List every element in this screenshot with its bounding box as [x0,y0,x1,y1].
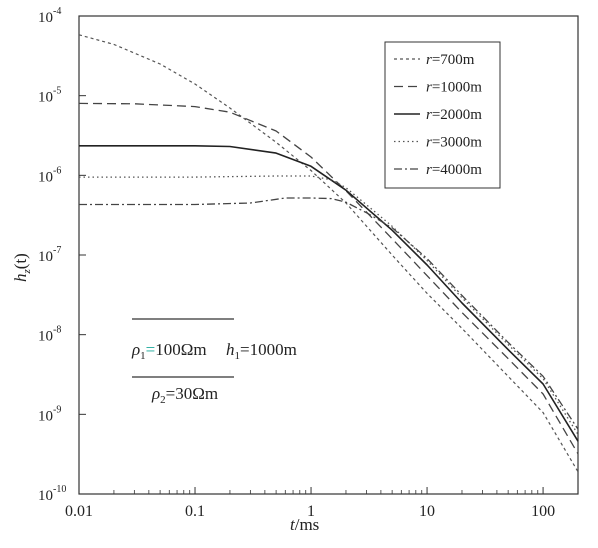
y-tick-label: 10-4 [38,6,61,26]
x-tick-label: 10 [419,503,435,520]
y-axis-ticks: 10-10 10-9 10-8 10-7 10-6 10-5 10-4 [38,6,86,504]
series-line-1 [78,34,579,473]
series-line-2 [78,102,579,455]
y-tick-label: 10-5 [38,86,61,106]
legend-label: r=1000m [426,80,482,96]
y-axis-label: hz(t) [11,253,33,282]
series-lines [78,34,579,473]
legend-label: r=2000m [426,107,482,123]
x-tick-label: 0.01 [65,503,93,520]
y-tick-label: 10-7 [38,245,61,265]
x-tick-label: 1 [307,503,315,520]
y-tick-label: 10-6 [38,165,61,185]
y-tick-label: 10-9 [38,404,61,424]
legend-items: r=700m r=1000m r=2000m r=3000m r=4000m [394,52,482,178]
x-tick-label: 0.1 [185,503,205,520]
plot-frame [78,15,579,495]
rho1-label: ρ1=100Ωm [131,340,207,362]
legend-label: r=3000m [426,135,482,151]
legend-label: r=700m [426,52,475,68]
y-tick-label: 10-10 [38,484,66,504]
x-axis-ticks: 0.01 0.1 1 10 100 [65,487,555,520]
x-axis-label: t/ms [290,515,319,534]
y-tick-label: 10-8 [38,325,61,345]
series-line-3 [79,145,579,442]
x-tick-label: 100 [531,503,555,520]
legend-box [384,41,501,189]
legend-label: r=4000m [426,162,482,178]
layer-model-annotation: ρ1=100Ωm h1=1000m ρ2=30Ωm [131,318,297,406]
legend: r=700m r=1000m r=2000m r=3000m r=4000m [384,41,501,189]
series-line-5 [79,197,579,430]
h1-label: h1=1000m [226,340,297,362]
rho2-label: ρ2=30Ωm [151,384,218,406]
